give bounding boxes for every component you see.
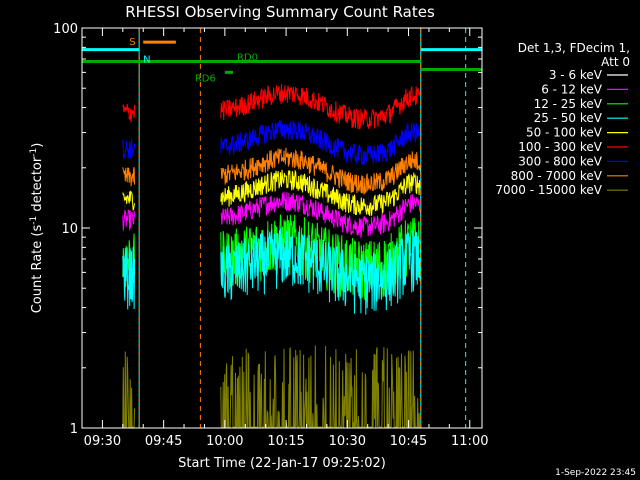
- legend-entry-label: 7000 - 15000 keV: [495, 183, 602, 197]
- series-800-7000-kev: [122, 147, 422, 195]
- chart-title: RHESSI Observing Summary Count Rates: [125, 3, 435, 21]
- y-tick-label: 10: [61, 222, 78, 237]
- series-trace: [122, 209, 136, 231]
- y-axis-label-end: ): [30, 143, 45, 148]
- series-trace: [220, 228, 422, 315]
- x-tick-label: 09:30: [84, 434, 121, 449]
- legend-header-line2: Att 0: [601, 55, 630, 69]
- legend-entry-label: 12 - 25 keV: [534, 97, 603, 111]
- y-axis-label-sup: -1: [29, 216, 39, 225]
- annotation-label: RD6: [195, 73, 216, 84]
- legend-header-line1: Det 1,3, FDecim 1,: [518, 41, 630, 55]
- series-trace: [122, 104, 136, 123]
- y-axis-label-sup2: -1: [29, 148, 39, 157]
- y-axis-label-main: Count Rate (s: [30, 225, 45, 314]
- series-300-800-kev: [122, 120, 422, 166]
- series-25-50-kev: [122, 228, 422, 315]
- x-tick-label: 10:15: [267, 434, 304, 449]
- series-trace: [220, 169, 422, 217]
- annotation-label: S: [129, 37, 135, 48]
- footer-timestamp: 1-Sep-2022 23:45: [555, 468, 636, 478]
- series-50-100-kev: [122, 169, 422, 217]
- series-trace: [122, 190, 136, 211]
- series-trace: [220, 83, 422, 130]
- legend-entry-label: 3 - 6 keV: [549, 68, 603, 82]
- y-axis-label: Count Rate (s-1 detector-1): [29, 143, 45, 314]
- x-tick-label: 09:45: [145, 434, 182, 449]
- series-trace: [122, 351, 136, 428]
- legend-entry-label: 6 - 12 keV: [541, 82, 603, 96]
- x-tick-label: 10:30: [329, 434, 366, 449]
- legend-entry-label: 50 - 100 keV: [526, 126, 603, 140]
- annotation-label: N: [143, 55, 150, 66]
- series-trace: [122, 166, 136, 187]
- x-tick-label: 10:00: [206, 434, 243, 449]
- legend-entry-label: 800 - 7000 keV: [511, 169, 603, 183]
- series-trace: [220, 345, 421, 429]
- legend-entry-label: 300 - 800 keV: [518, 154, 602, 168]
- x-tick-label: 10:45: [390, 434, 427, 449]
- x-tick-label: 11:00: [451, 434, 488, 449]
- series-7000-15000-kev: [122, 345, 421, 429]
- series-6-12-kev: [122, 191, 422, 239]
- y-axis-label-rest: detector: [30, 156, 45, 216]
- series-trace: [220, 120, 422, 166]
- series-trace: [220, 191, 422, 239]
- series-trace: [220, 147, 422, 195]
- annotation-label: RD0: [237, 52, 258, 63]
- legend-entry-label: 25 - 50 keV: [534, 111, 603, 125]
- y-tick-label: 1: [70, 422, 78, 437]
- series-trace: [122, 139, 136, 160]
- y-tick-label: 100: [53, 22, 78, 37]
- x-axis-label: Start Time (22-Jan-17 09:25:02): [178, 456, 386, 471]
- series-trace: [122, 246, 136, 310]
- legend-entry-label: 100 - 300 keV: [518, 140, 602, 154]
- series-100-300-kev: [122, 83, 422, 130]
